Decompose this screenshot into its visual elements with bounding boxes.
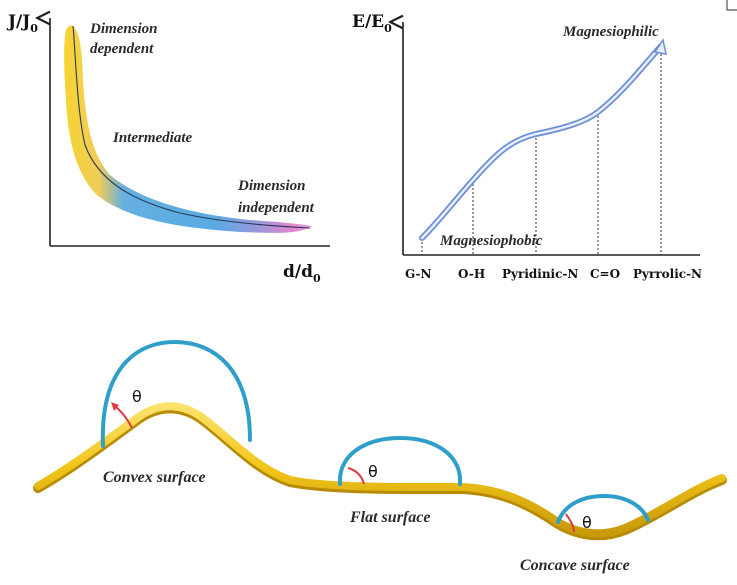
tick-pyridinic: Pyridinic-N [502,267,578,281]
left-x-sub: 0 [313,272,321,285]
flat-droplet [337,435,463,486]
energy-curve-outer [419,43,664,241]
surface-ribbon [34,402,726,538]
energy-curve-inner [420,44,663,240]
convex-theta: θ [132,387,142,406]
label-dimension-independent-1: Dimension [237,178,306,194]
tick-oh: O-H [458,267,485,281]
left-plot: J/J0 d/d0 Dimension dependent Intermedia… [6,12,330,285]
right-plot: E/E0 Magnesiophilic Magnesiophobic G-N O… [352,12,702,281]
concave-droplet [556,493,650,524]
left-y-label: J/J [6,12,30,32]
tick-co: C=O [590,267,620,281]
label-convex-surface: Convex surface [103,469,206,486]
label-intermediate: Intermediate [112,130,193,146]
convex-droplet [100,339,252,448]
convex-angle-arrow [111,402,119,411]
x-tick-labels: G-N O-H Pyridinic-N C=O Pyrrolic-N [405,267,702,281]
concave-angle-arc [565,513,575,533]
svg-text:E/E0: E/E0 [352,12,392,35]
label-flat-surface: Flat surface [349,509,430,526]
energy-curve-arrowhead [653,38,667,55]
label-dimension-independent-2: independent [238,200,315,216]
label-magnesiophobic: Magnesiophobic [439,233,543,249]
label-dimension-dependent-2: dependent [90,41,154,57]
label-concave-surface: Concave surface [520,557,630,574]
tick-pyrrolic: Pyrrolic-N [633,267,702,281]
right-y-label: E/E [352,12,384,32]
label-magnesiophilic: Magnesiophilic [562,24,659,40]
svg-text:J/J0: J/J0 [6,12,38,35]
svg-text:d/d0: d/d0 [283,262,321,285]
left-y-sub: 0 [30,22,38,35]
left-x-label: d/d [283,262,313,282]
surfaces-panel: θ θ θ Convex surface Flat surface Concav… [33,339,727,574]
flat-theta: θ [368,462,378,481]
corner-fragment [726,0,737,11]
efficiency-curve [72,25,311,229]
tick-gn: G-N [405,267,431,281]
label-dimension-dependent-1: Dimension [89,21,158,37]
flat-angle-arc [347,467,365,485]
concave-theta: θ [582,513,592,532]
right-y-sub: 0 [384,22,392,35]
